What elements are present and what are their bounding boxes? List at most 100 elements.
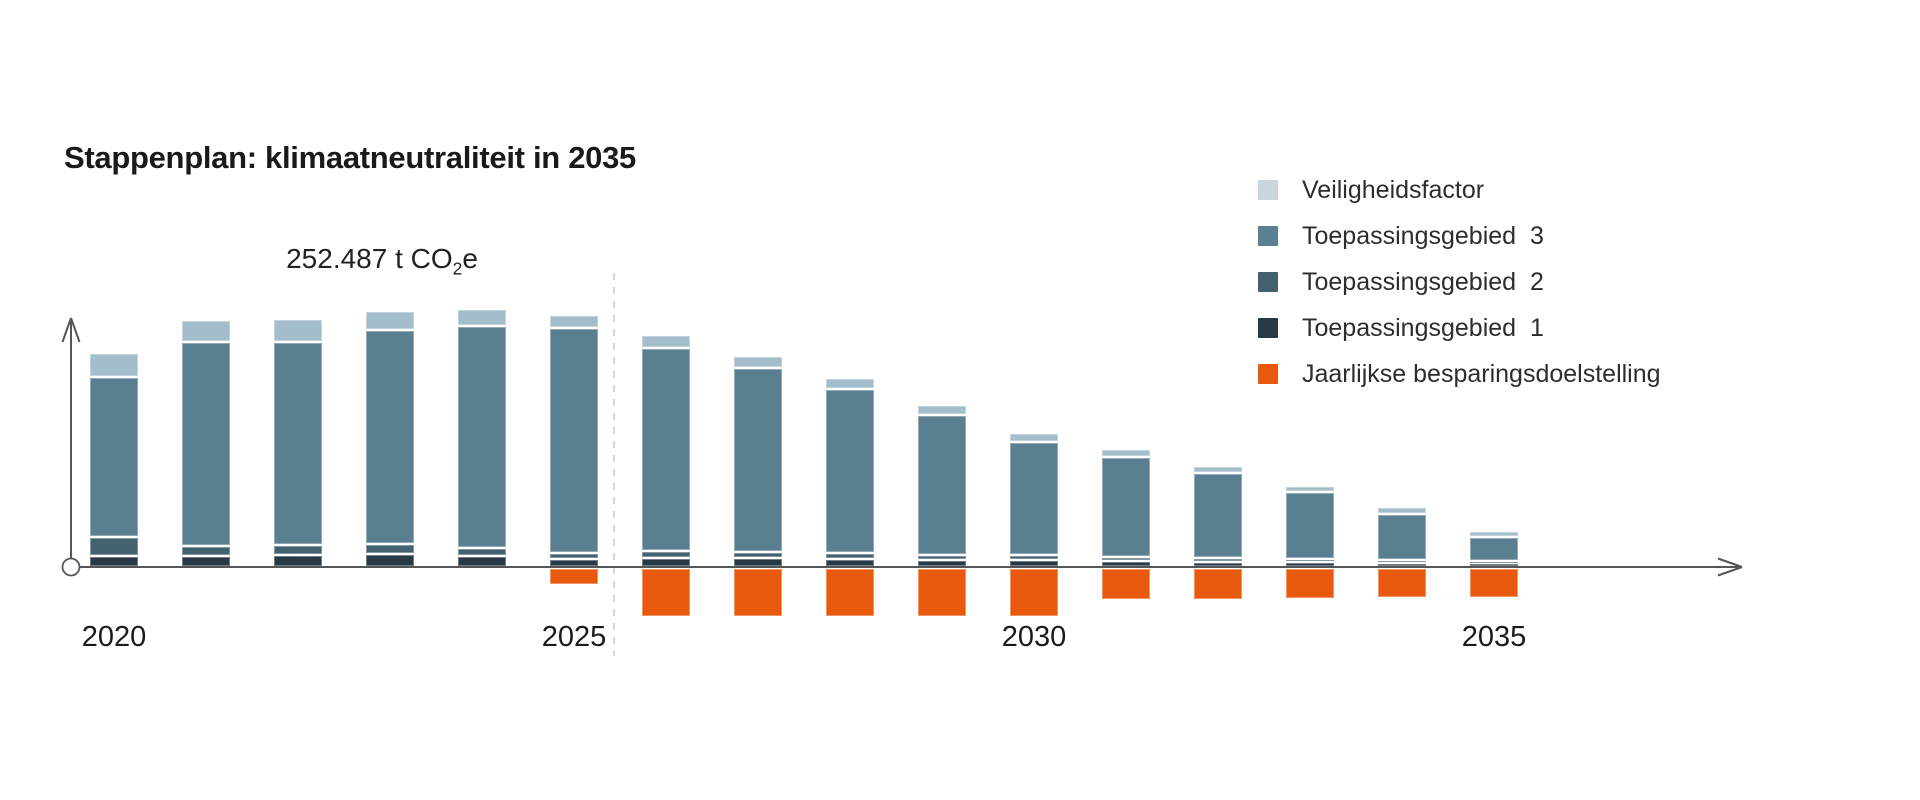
legend-item-toepassingsgebied-1: Toepassingsgebied 1 bbox=[1258, 305, 1661, 351]
chart-title: Stappenplan: klimaatneutraliteit in 2035 bbox=[64, 140, 636, 175]
bar-2023-toepassingsgebied2 bbox=[366, 545, 414, 553]
bar-2028-toepassingsgebied2 bbox=[826, 554, 874, 558]
legend-label-besparingsdoelstelling: Jaarlijkse besparingsdoelstelling bbox=[1302, 359, 1661, 388]
bar-2026-besparingsdoelstelling bbox=[642, 569, 690, 616]
bar-2030-toepassingsgebied3 bbox=[1010, 443, 1058, 554]
x-tick-2030: 2030 bbox=[1001, 621, 1067, 653]
bar-2026-veiligheidsfactor bbox=[642, 336, 690, 347]
legend-item-toepassingsgebied-2: Toepassingsgebied 2 bbox=[1258, 259, 1661, 305]
bar-2028-toepassingsgebied1 bbox=[826, 560, 874, 566]
peak-value-subscript: 2 bbox=[452, 258, 463, 279]
bar-2032-toepassingsgebied3 bbox=[1194, 474, 1242, 557]
bar-2033-toepassingsgebied1 bbox=[1286, 563, 1334, 566]
bar-2029-toepassingsgebied2 bbox=[918, 556, 966, 559]
legend-label-toepassingsgebied-1: Toepassingsgebied 1 bbox=[1302, 313, 1544, 342]
bar-2022-toepassingsgebied1 bbox=[274, 556, 322, 566]
bar-2029-toepassingsgebied1 bbox=[918, 561, 966, 566]
bar-2021-toepassingsgebied2 bbox=[182, 547, 230, 555]
bar-2032-besparingsdoelstelling bbox=[1194, 569, 1242, 599]
bar-2029-veiligheidsfactor bbox=[918, 406, 966, 414]
legend-swatch-toepassingsgebied-2 bbox=[1258, 272, 1278, 292]
legend-swatch-veiligheidsfactor bbox=[1258, 180, 1278, 200]
bar-2031-toepassingsgebied1 bbox=[1102, 562, 1150, 566]
peak-value-prefix: 252.487 t CO bbox=[286, 243, 453, 274]
x-tick-2020: 2020 bbox=[81, 621, 147, 653]
legend-item-toepassingsgebied-3: Toepassingsgebied 3 bbox=[1258, 213, 1661, 259]
bar-2034-toepassingsgebied3 bbox=[1378, 515, 1426, 559]
bar-2033-veiligheidsfactor bbox=[1286, 487, 1334, 491]
bar-2027-toepassingsgebied2 bbox=[734, 553, 782, 557]
peak-value-annotation: 252.487 t CO2e bbox=[286, 243, 478, 280]
bar-2025-besparingsdoelstelling bbox=[550, 569, 598, 584]
legend-item-veiligheidsfactor: Veiligheidsfactor bbox=[1258, 167, 1661, 213]
bar-2023-toepassingsgebied1 bbox=[366, 555, 414, 566]
bar-2024-toepassingsgebied1 bbox=[458, 557, 506, 566]
bar-2035-toepassingsgebied1 bbox=[1470, 564, 1518, 566]
bar-2035-veiligheidsfactor bbox=[1470, 532, 1518, 536]
bar-2021-veiligheidsfactor bbox=[182, 321, 230, 341]
legend-swatch-toepassingsgebied-1 bbox=[1258, 318, 1278, 338]
bar-2032-toepassingsgebied1 bbox=[1194, 563, 1242, 566]
bar-2020-toepassingsgebied3 bbox=[90, 378, 138, 536]
bar-2020-toepassingsgebied2 bbox=[90, 538, 138, 555]
legend-label-toepassingsgebied-3: Toepassingsgebied 3 bbox=[1302, 221, 1544, 250]
bar-2028-veiligheidsfactor bbox=[826, 379, 874, 388]
bar-2032-veiligheidsfactor bbox=[1194, 467, 1242, 472]
bar-2034-toepassingsgebied2 bbox=[1378, 561, 1426, 562]
bar-2024-toepassingsgebied2 bbox=[458, 549, 506, 555]
bar-2025-toepassingsgebied2 bbox=[550, 554, 598, 558]
bar-2027-toepassingsgebied1 bbox=[734, 559, 782, 566]
bar-2030-veiligheidsfactor bbox=[1010, 434, 1058, 441]
bar-2029-toepassingsgebied3 bbox=[918, 416, 966, 554]
legend-swatch-besparingsdoelstelling bbox=[1258, 364, 1278, 384]
bar-2025-toepassingsgebied1 bbox=[550, 560, 598, 566]
legend-label-veiligheidsfactor: Veiligheidsfactor bbox=[1302, 175, 1485, 204]
bar-2034-toepassingsgebied1 bbox=[1378, 564, 1426, 566]
bar-2025-veiligheidsfactor bbox=[550, 316, 598, 327]
bar-2020-toepassingsgebied1 bbox=[90, 557, 138, 566]
bar-2031-besparingsdoelstelling bbox=[1102, 569, 1150, 599]
legend-swatch-toepassingsgebied-3 bbox=[1258, 226, 1278, 246]
bar-2022-toepassingsgebied2 bbox=[274, 546, 322, 554]
bar-2024-veiligheidsfactor bbox=[458, 310, 506, 325]
legend-label-toepassingsgebied-2: Toepassingsgebied 2 bbox=[1302, 267, 1544, 296]
bar-2023-toepassingsgebied3 bbox=[366, 331, 414, 543]
legend: Veiligheidsfactor Toepassingsgebied 3 To… bbox=[1258, 167, 1661, 397]
bar-2035-besparingsdoelstelling bbox=[1470, 569, 1518, 597]
x-tick-2035: 2035 bbox=[1461, 621, 1527, 653]
bar-2034-veiligheidsfactor bbox=[1378, 508, 1426, 513]
bar-2025-toepassingsgebied3 bbox=[550, 329, 598, 552]
bar-2031-toepassingsgebied3 bbox=[1102, 458, 1150, 556]
x-tick-2025: 2025 bbox=[541, 621, 607, 653]
bar-2026-toepassingsgebied2 bbox=[642, 552, 690, 557]
bar-2032-toepassingsgebied2 bbox=[1194, 559, 1242, 561]
bar-2026-toepassingsgebied1 bbox=[642, 559, 690, 566]
bar-2021-toepassingsgebied3 bbox=[182, 343, 230, 545]
bar-2026-toepassingsgebied3 bbox=[642, 349, 690, 550]
bar-2023-veiligheidsfactor bbox=[366, 312, 414, 329]
peak-value-suffix: e bbox=[462, 243, 478, 274]
bar-2028-toepassingsgebied3 bbox=[826, 390, 874, 552]
bar-2035-toepassingsgebied2 bbox=[1470, 562, 1518, 563]
bar-2027-toepassingsgebied3 bbox=[734, 369, 782, 551]
bar-2033-besparingsdoelstelling bbox=[1286, 569, 1334, 598]
bar-2034-besparingsdoelstelling bbox=[1378, 569, 1426, 597]
bar-2033-toepassingsgebied2 bbox=[1286, 560, 1334, 561]
bar-2030-toepassingsgebied2 bbox=[1010, 556, 1058, 559]
bar-2022-veiligheidsfactor bbox=[274, 320, 322, 341]
bar-2022-toepassingsgebied3 bbox=[274, 343, 322, 544]
bar-2030-toepassingsgebied1 bbox=[1010, 561, 1058, 566]
bar-2020-veiligheidsfactor bbox=[90, 354, 138, 376]
bar-2029-besparingsdoelstelling bbox=[918, 569, 966, 616]
bar-2021-toepassingsgebied1 bbox=[182, 557, 230, 566]
bar-2030-besparingsdoelstelling bbox=[1010, 569, 1058, 616]
bar-2027-besparingsdoelstelling bbox=[734, 569, 782, 616]
bar-2027-veiligheidsfactor bbox=[734, 357, 782, 367]
bar-2033-toepassingsgebied3 bbox=[1286, 493, 1334, 558]
bar-2024-toepassingsgebied3 bbox=[458, 327, 506, 547]
bar-2031-toepassingsgebied2 bbox=[1102, 558, 1150, 560]
legend-item-besparingsdoelstelling: Jaarlijkse besparingsdoelstelling bbox=[1258, 351, 1661, 397]
bar-2028-besparingsdoelstelling bbox=[826, 569, 874, 616]
